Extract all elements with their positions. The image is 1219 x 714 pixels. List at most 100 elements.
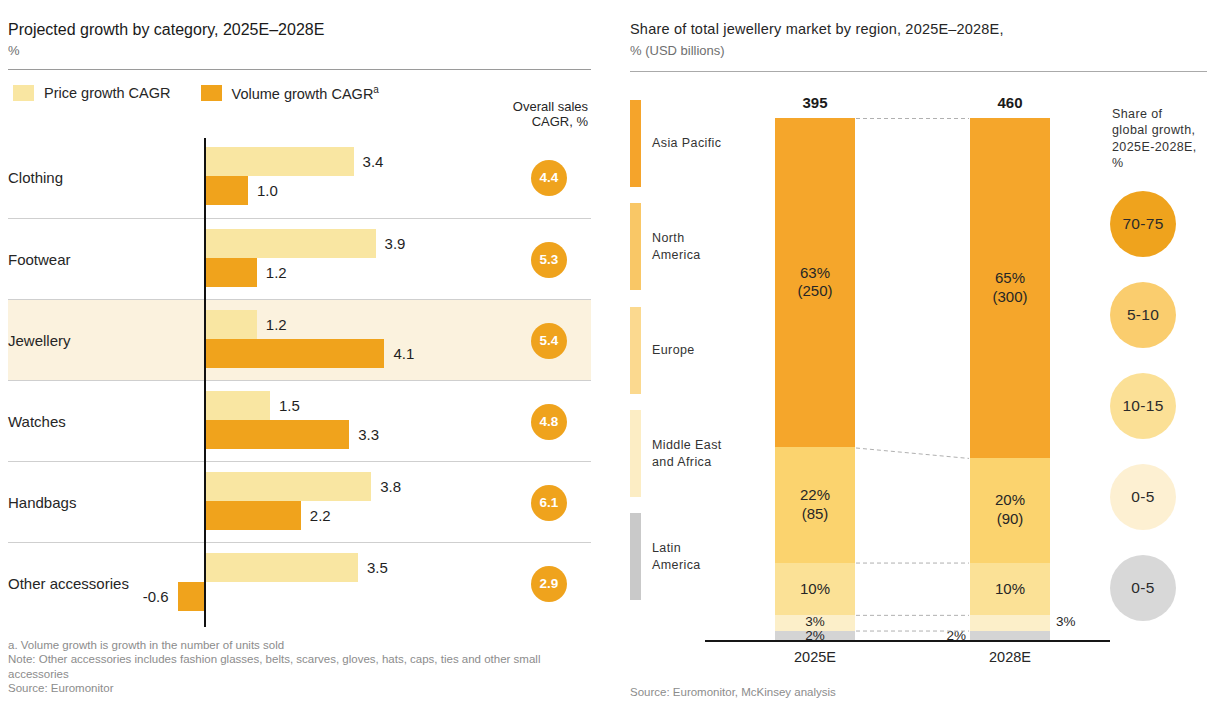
left-chart-legend: Price growth CAGR Volume growth CAGRa [13, 84, 379, 102]
category-row: Clothing 3.4 1.0 4.4 [8, 137, 591, 218]
segment-usd: (90) [970, 510, 1050, 529]
growth-share-circle: 70-75 [1110, 191, 1176, 257]
region-legend-label: Middle East and Africa [652, 410, 747, 497]
category-label: Other accessories [8, 543, 129, 624]
volume-growth-bar [204, 176, 248, 205]
stacked-bar: 63%(250)22%(85)10%3%2% [775, 118, 855, 641]
price-growth-bar [204, 147, 354, 176]
segment-usd: (300) [970, 288, 1050, 307]
stacked-bar: 65%(300) 20%(90) 10% [970, 118, 1050, 641]
left-chart-unit-label: % [8, 43, 20, 58]
bar-value-label: 1.0 [257, 176, 278, 205]
right-chart-baseline-axis [705, 640, 1110, 642]
bar-value-label: 1.2 [266, 310, 287, 339]
region-legend-tick [630, 410, 641, 497]
region-legend-label: Latin America [652, 513, 747, 600]
bar-value-label: 3.3 [358, 420, 379, 449]
region-legend-tick [630, 100, 641, 187]
footnote-line: Note: Other accessories includes fashion… [8, 652, 573, 681]
legend-item: Price growth CAGR [13, 85, 171, 101]
legend-label: Price growth CAGR [44, 85, 171, 101]
legend-item: Volume growth CAGRa [201, 84, 379, 102]
connector-line [856, 448, 969, 458]
growth-header-line: 2025E-2028E, [1112, 139, 1212, 155]
region-legend-label: Asia Pacific [652, 100, 747, 187]
overall-cagr-badge: 2.9 [531, 566, 567, 602]
bar-value-label: 3.5 [367, 553, 388, 582]
segment-label-outside: 3% [1056, 615, 1086, 629]
growth-share-circle: 5-10 [1110, 282, 1176, 348]
overall-sales-cagr-label: Overall sales CAGR, % [460, 99, 588, 130]
category-label: Handbags [8, 462, 76, 543]
region-legend-tick [630, 203, 641, 290]
segment-pct: 20% [970, 491, 1050, 510]
category-label: Jewellery [8, 300, 71, 381]
segment-label: 63%(250) [775, 264, 855, 302]
bar-segment [970, 615, 1050, 631]
left-chart-title: Projected growth by category, 2025E–2028… [8, 21, 324, 39]
overall-cagr-badge: 4.4 [531, 160, 567, 196]
figure-canvas: Projected growth by category, 2025E–2028… [0, 0, 1219, 714]
bar-value-label: 1.2 [266, 258, 287, 287]
segment-label: 3% [775, 615, 855, 629]
segment-pct: 65% [970, 269, 1050, 288]
total-label: 395 [775, 94, 855, 111]
growth-share-header: Share ofglobal growth,2025E-2028E,% [1112, 106, 1212, 171]
legend-label: Volume growth CAGRa [232, 84, 379, 102]
bar-value-label: 3.4 [363, 147, 384, 176]
overall-cagr-badge: 5.4 [531, 323, 567, 359]
price-growth-bar [204, 229, 376, 258]
overall-sales-cagr-label-line2: CAGR, % [460, 114, 588, 129]
overall-cagr-badge: 4.8 [531, 404, 567, 440]
growth-header-line: global growth, [1112, 122, 1212, 138]
price-growth-bar [204, 553, 358, 582]
bar-value-label: -0.6 [143, 582, 169, 611]
region-legend-tick [630, 513, 641, 600]
footnote-line: a. Volume growth is growth in the number… [8, 638, 573, 652]
total-label: 460 [970, 94, 1050, 111]
segment-label: 65%(300) [970, 269, 1050, 307]
bar-value-label: 3.8 [380, 472, 401, 501]
left-chart-rows: Clothing 3.4 1.0 4.4 Footwear 3.9 1.2 5.3 Jewell… [8, 137, 591, 623]
bar-value-label: 1.5 [279, 391, 300, 420]
segment-usd: (85) [775, 505, 855, 524]
segment-label: 20%(90) [970, 491, 1050, 529]
volume-growth-bar [204, 420, 349, 449]
category-row: Other accessories 3.5 -0.6 2.9 [8, 542, 591, 624]
segment-pct: 22% [775, 486, 855, 505]
growth-share-circle: 0-5 [1110, 555, 1176, 621]
right-title-rule [630, 71, 1207, 72]
volume-growth-bar [204, 258, 257, 287]
volume-growth-bar [178, 582, 204, 611]
left-title-rule [8, 69, 591, 70]
overall-cagr-badge: 5.3 [531, 242, 567, 278]
growth-header-line: Share of [1112, 106, 1212, 122]
overall-sales-cagr-label-line1: Overall sales [460, 99, 588, 114]
bar-value-label: 4.1 [393, 339, 414, 368]
price-growth-bar [204, 472, 371, 501]
x-axis-label: 2025E [775, 649, 855, 665]
right-chart-title: Share of total jewellery market by regio… [630, 21, 1004, 37]
volume-growth-bar [204, 501, 301, 530]
footnote-line: Source: Euromonitor [8, 681, 573, 695]
right-chart-unit-label: % (USD billions) [630, 43, 725, 58]
segment-pct: 63% [775, 264, 855, 283]
x-axis-label: 2028E [970, 649, 1050, 665]
right-chart-source: Source: Euromonitor, McKinsey analysis [630, 686, 836, 698]
legend-swatch [201, 85, 222, 101]
volume-growth-bar [204, 339, 384, 368]
region-legend-label: North America [652, 203, 747, 290]
region-legend-label: Europe [652, 307, 747, 394]
bar-value-label: 3.9 [385, 229, 406, 258]
growth-share-circle: 0-5 [1110, 464, 1176, 530]
category-label: Clothing [8, 137, 63, 218]
segment-label: 10% [970, 580, 1050, 599]
growth-header-line: % [1112, 155, 1212, 171]
bar-value-label: 2.2 [310, 501, 331, 530]
overall-cagr-badge: 6.1 [531, 485, 567, 521]
left-chart-footnotes: a. Volume growth is growth in the number… [8, 638, 573, 696]
category-label: Footwear [8, 219, 71, 300]
price-growth-bar [204, 391, 270, 420]
region-legend-tick [630, 307, 641, 394]
left-chart-zero-axis [204, 138, 206, 627]
